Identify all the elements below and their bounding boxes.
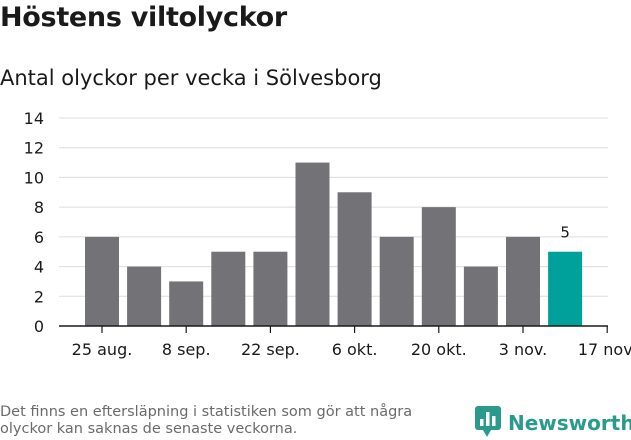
bar <box>337 192 372 326</box>
x-tick-label: 6 okt. <box>332 340 378 359</box>
bar <box>379 236 414 326</box>
bar <box>295 162 330 326</box>
newsworthy-chart-logo-icon <box>475 406 501 437</box>
footnote: Det finns en eftersläpning i statistiken… <box>0 404 413 437</box>
y-tick-label: 2 <box>34 287 44 306</box>
y-tick-label: 8 <box>34 198 44 217</box>
chart-subtitle: Antal olyckor per vecka i Sölvesborg <box>0 66 382 90</box>
y-tick-label: 0 <box>34 317 44 336</box>
x-tick-label: 20 okt. <box>411 340 467 359</box>
x-tick-label: 17 nov. <box>578 340 631 359</box>
logo-text: Newsworthy <box>508 411 631 435</box>
y-tick-label: 10 <box>24 168 44 187</box>
bar <box>421 207 456 326</box>
bar <box>253 251 288 326</box>
y-tick-label: 12 <box>24 139 44 158</box>
bar <box>506 236 540 326</box>
y-tick-label: 14 <box>24 109 44 128</box>
y-tick-label: 6 <box>34 228 44 247</box>
data-label: 5 <box>560 224 570 242</box>
bar <box>169 281 204 326</box>
bar <box>463 266 498 326</box>
x-tick-label: 25 aug. <box>72 340 133 359</box>
bar <box>211 251 246 326</box>
x-tick-label: 8 sep. <box>162 340 211 359</box>
bar <box>85 236 119 326</box>
y-tick-label: 4 <box>34 258 44 277</box>
bar-highlight <box>548 251 583 326</box>
newsworthy-logo: Newsworthy <box>475 406 631 440</box>
chart-title: Höstens viltolyckor <box>0 2 287 33</box>
x-tick-label: 3 nov. <box>499 340 548 359</box>
bar <box>127 266 162 326</box>
x-tick-label: 22 sep. <box>241 340 300 359</box>
